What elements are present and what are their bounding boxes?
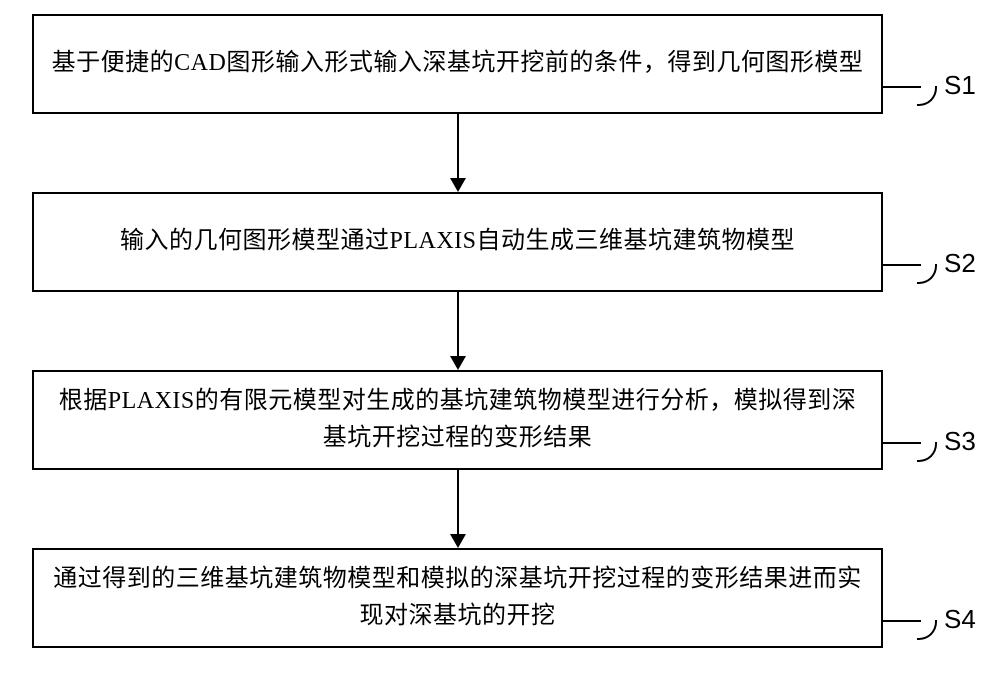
step-label-s3: S3: [944, 426, 976, 457]
flow-step-s2: 输入的几何图形模型通过PLAXIS自动生成三维基坑建筑物模型: [32, 192, 883, 292]
flow-arrow: [457, 114, 459, 192]
flow-arrow: [457, 292, 459, 370]
leader-arc: [917, 86, 937, 106]
step-label-s4: S4: [944, 604, 976, 635]
leader-line: [883, 620, 921, 622]
flowchart-canvas: 基于便捷的CAD图形输入形式输入深基坑开挖前的条件，得到几何图形模型 S1 输入…: [0, 0, 1000, 699]
leader-arc: [917, 264, 937, 284]
flow-arrow: [457, 470, 459, 548]
leader-arc: [917, 620, 937, 640]
flow-step-s2-text: 输入的几何图形模型通过PLAXIS自动生成三维基坑建筑物模型: [120, 223, 795, 260]
flow-step-s3-text: 根据PLAXIS的有限元模型对生成的基坑建筑物模型进行分析，模拟得到深基坑开挖过…: [48, 383, 867, 457]
flow-step-s1-text: 基于便捷的CAD图形输入形式输入深基坑开挖前的条件，得到几何图形模型: [52, 45, 864, 82]
leader-line: [883, 86, 921, 88]
leader-line: [883, 442, 921, 444]
flow-step-s4: 通过得到的三维基坑建筑物模型和模拟的深基坑开挖过程的变形结果进而实现对深基坑的开…: [32, 548, 883, 648]
flow-step-s3: 根据PLAXIS的有限元模型对生成的基坑建筑物模型进行分析，模拟得到深基坑开挖过…: [32, 370, 883, 470]
step-label-s1: S1: [944, 70, 976, 101]
flow-step-s1: 基于便捷的CAD图形输入形式输入深基坑开挖前的条件，得到几何图形模型: [32, 14, 883, 114]
flow-step-s4-text: 通过得到的三维基坑建筑物模型和模拟的深基坑开挖过程的变形结果进而实现对深基坑的开…: [48, 561, 867, 635]
leader-arc: [917, 442, 937, 462]
leader-line: [883, 264, 921, 266]
step-label-s2: S2: [944, 248, 976, 279]
